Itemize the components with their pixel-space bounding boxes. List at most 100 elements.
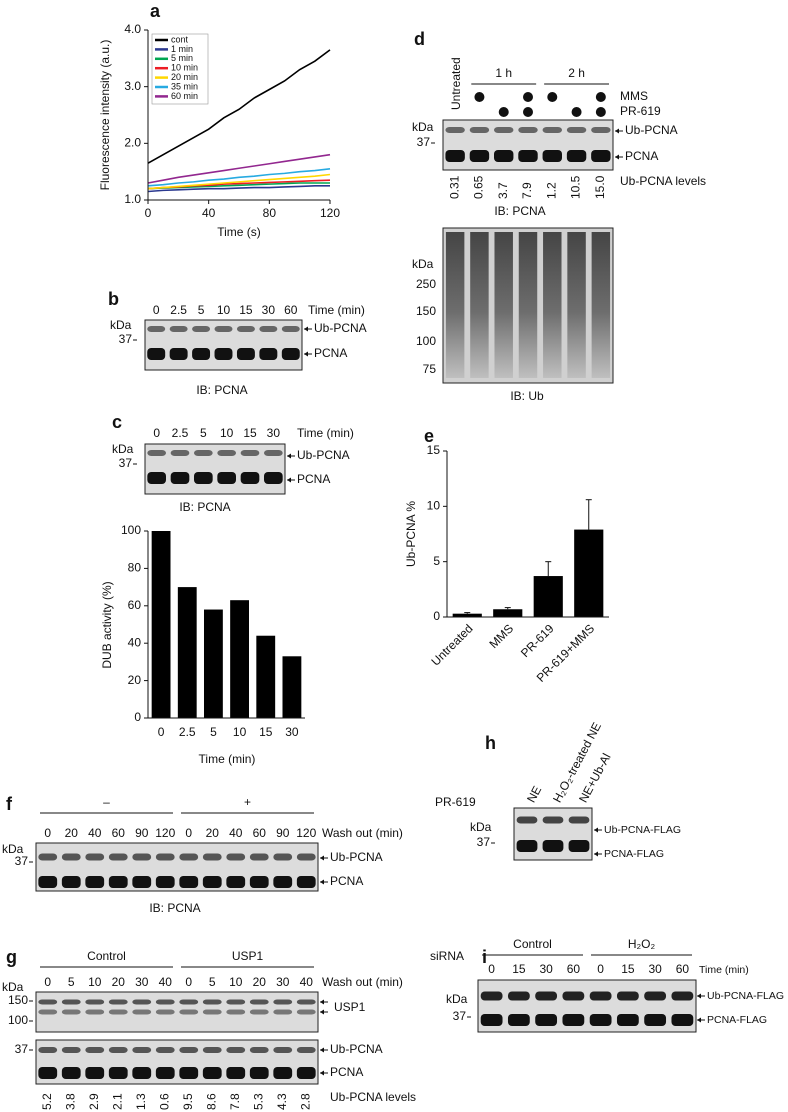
band	[179, 999, 199, 1005]
band	[226, 999, 246, 1005]
band	[226, 1067, 246, 1079]
panel-label: a	[150, 1, 161, 21]
treatment-dot	[474, 92, 485, 102]
band	[61, 1067, 81, 1079]
band	[296, 1009, 316, 1015]
legend-label: cont	[171, 34, 189, 44]
x-tick-label: 80	[263, 206, 277, 220]
lane-title: Wash out (min)	[322, 975, 403, 989]
data-line	[147, 173, 331, 190]
band	[61, 876, 81, 888]
band	[132, 1047, 152, 1053]
y-axis-label: Fluorescence intensity (a.u.)	[98, 40, 112, 191]
kda-label: kDa	[412, 120, 434, 134]
band	[591, 150, 611, 162]
lane-label: 60	[567, 962, 581, 976]
legend-label: 10 min	[171, 63, 198, 73]
x-tick-label: 40	[202, 206, 216, 220]
panel-label: e	[424, 426, 434, 446]
band	[85, 999, 105, 1005]
band	[494, 127, 514, 133]
lane-label: 0	[44, 975, 51, 989]
band	[494, 150, 514, 162]
lane-label: 30	[135, 975, 149, 989]
lane-title: Time (min)	[297, 426, 354, 440]
band	[236, 326, 255, 332]
kda-label: kDa	[2, 842, 24, 856]
legend-label: 20 min	[171, 72, 198, 82]
band	[516, 840, 538, 852]
band	[214, 348, 233, 360]
band	[132, 1009, 152, 1015]
antibody-label: IB: PCNA	[494, 204, 545, 218]
arrow-head	[594, 851, 598, 857]
band	[155, 1047, 175, 1053]
y-tick-label: 100	[121, 523, 141, 537]
band-label: PCNA-FLAG	[707, 1014, 767, 1026]
x-tick-label: PR-619	[518, 621, 557, 660]
x-axis-label: Time (min)	[199, 752, 256, 766]
lane-label: 0	[153, 303, 160, 317]
band	[132, 876, 152, 888]
band	[542, 150, 562, 162]
legend-label: 35 min	[171, 81, 198, 91]
arrow-head	[615, 128, 619, 134]
band	[192, 326, 211, 332]
lane-label: 7.8	[228, 1093, 242, 1110]
data-line	[147, 168, 331, 187]
bar	[282, 656, 302, 718]
band	[445, 150, 465, 162]
smear	[567, 232, 586, 378]
band	[38, 853, 58, 861]
lane-label: 20	[112, 975, 126, 989]
x-tick-label: MMS	[486, 621, 516, 651]
arrow-head	[320, 879, 324, 885]
y-axis-label: DUB activity (%)	[100, 581, 114, 668]
band	[535, 1014, 558, 1026]
band	[273, 853, 293, 861]
band-label: Ub-PCNA	[314, 321, 367, 335]
band	[273, 1047, 293, 1053]
band-label: PCNA	[314, 346, 347, 360]
band	[568, 816, 590, 824]
y-tick-label: 0	[433, 609, 440, 623]
lane-label: 40	[300, 975, 314, 989]
lane-label: 1.3	[134, 1093, 148, 1110]
band	[217, 472, 236, 484]
arrow-head	[320, 1070, 324, 1076]
band	[507, 1014, 530, 1026]
band	[273, 1009, 293, 1015]
band	[85, 876, 105, 888]
lane-label: 5.3	[251, 1093, 265, 1110]
legend-label: 5 min	[171, 53, 193, 63]
treatment-dot	[595, 107, 606, 117]
blot	[144, 443, 286, 495]
band	[38, 1009, 58, 1015]
kda-label: kDa	[470, 820, 492, 834]
band	[296, 876, 316, 888]
band	[671, 991, 694, 1001]
lane-title: Wash out (min)	[322, 826, 403, 840]
lane-title: Time (min)	[308, 303, 365, 317]
lane-label: 15	[243, 426, 257, 440]
group-title: PR-619	[435, 795, 476, 809]
band	[240, 450, 260, 456]
band	[226, 1009, 246, 1015]
y-tick-label: 3.0	[124, 79, 141, 93]
band	[469, 127, 490, 133]
legend-label: 60 min	[171, 91, 198, 101]
lane-label: 120	[296, 826, 316, 840]
band	[132, 853, 152, 861]
x-tick-label: 15	[259, 725, 273, 739]
lane-label: 0.6	[157, 1093, 171, 1110]
band	[170, 472, 190, 484]
band	[249, 876, 269, 888]
band	[516, 816, 538, 824]
lane-label: 2.5	[170, 303, 187, 317]
lane-label: 0	[597, 962, 604, 976]
lane-label: 10.5	[569, 175, 583, 199]
lane-label: 8.6	[204, 1093, 218, 1110]
lane-label: 10	[88, 975, 102, 989]
band	[542, 840, 564, 852]
arrow-head	[287, 477, 291, 483]
